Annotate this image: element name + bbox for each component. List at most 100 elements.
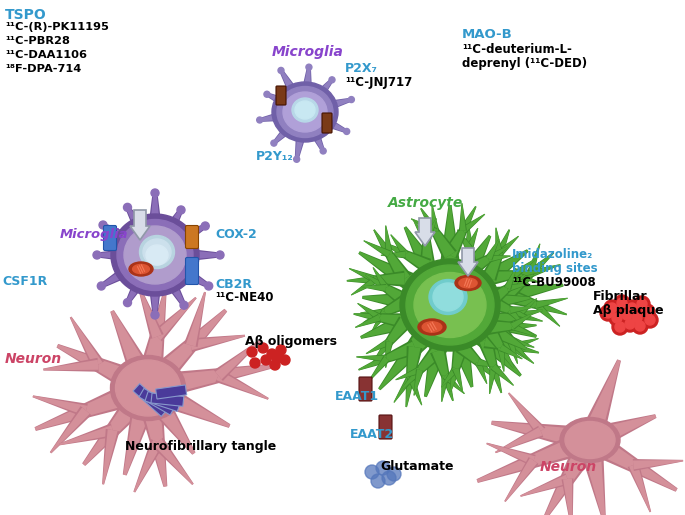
Circle shape [258,343,268,353]
Polygon shape [453,368,463,391]
Text: binding sites: binding sites [512,262,597,275]
Circle shape [151,189,159,197]
Polygon shape [447,284,564,321]
Polygon shape [110,310,161,394]
Polygon shape [526,244,540,275]
Circle shape [278,67,284,74]
Polygon shape [449,292,530,318]
Polygon shape [432,204,438,232]
Circle shape [627,303,637,313]
FancyBboxPatch shape [103,226,116,250]
Circle shape [629,310,645,326]
Circle shape [267,349,277,359]
Polygon shape [260,104,306,122]
Polygon shape [460,214,485,234]
Circle shape [635,321,645,331]
Polygon shape [373,267,388,289]
Text: MAO-B: MAO-B [462,28,513,41]
Circle shape [612,319,628,335]
Polygon shape [488,296,531,319]
Circle shape [349,97,354,102]
Circle shape [624,300,640,316]
Polygon shape [442,291,527,350]
Polygon shape [633,460,683,470]
Polygon shape [123,384,162,475]
Circle shape [257,117,263,123]
Circle shape [344,128,349,134]
Polygon shape [102,223,160,264]
Polygon shape [466,247,508,276]
Polygon shape [497,236,519,256]
Polygon shape [351,277,377,296]
Polygon shape [385,341,393,368]
Polygon shape [508,392,545,435]
Bar [139,388,175,415]
Polygon shape [482,229,510,281]
Polygon shape [70,317,104,368]
Circle shape [123,203,132,211]
Circle shape [123,299,132,306]
Polygon shape [295,111,311,160]
Polygon shape [504,287,567,315]
Polygon shape [484,333,539,353]
Polygon shape [139,382,195,454]
Polygon shape [366,339,390,354]
Polygon shape [430,349,453,401]
FancyBboxPatch shape [186,226,199,249]
Polygon shape [477,358,501,368]
Polygon shape [406,346,421,407]
Polygon shape [505,268,516,289]
Bar [145,391,180,411]
Ellipse shape [124,226,186,284]
Polygon shape [82,379,159,466]
Text: deprenyl (¹¹C-DED): deprenyl (¹¹C-DED) [462,57,587,70]
Polygon shape [420,208,457,259]
Polygon shape [297,67,313,113]
Polygon shape [434,205,466,305]
Polygon shape [512,259,536,278]
Polygon shape [477,428,595,483]
Polygon shape [190,335,245,352]
Circle shape [99,221,107,229]
Ellipse shape [422,322,442,332]
Polygon shape [425,302,462,397]
Polygon shape [381,251,406,258]
Polygon shape [137,386,167,487]
Polygon shape [216,371,269,400]
Polygon shape [362,285,386,291]
Polygon shape [424,218,436,243]
Polygon shape [355,314,381,328]
Polygon shape [146,364,276,402]
Ellipse shape [133,264,149,273]
Polygon shape [102,429,120,485]
Text: Aβ oligomers: Aβ oligomers [245,335,337,348]
Polygon shape [146,364,276,399]
Ellipse shape [406,265,494,345]
Polygon shape [147,193,162,255]
Bar [151,393,184,406]
Polygon shape [529,264,560,278]
Circle shape [270,360,280,370]
Polygon shape [434,301,473,387]
Polygon shape [461,214,485,233]
Polygon shape [488,319,536,335]
Text: COX-2: COX-2 [215,228,257,241]
FancyBboxPatch shape [379,415,392,439]
Polygon shape [466,228,478,250]
Polygon shape [491,365,514,386]
Circle shape [609,310,625,326]
Circle shape [306,64,312,70]
Polygon shape [436,235,491,313]
Text: CB2R: CB2R [215,278,252,291]
Polygon shape [479,338,502,393]
Circle shape [642,312,658,328]
Circle shape [201,222,209,230]
Polygon shape [353,313,406,329]
Polygon shape [34,375,153,431]
Polygon shape [475,361,487,384]
Polygon shape [464,227,476,270]
Polygon shape [358,251,458,319]
Circle shape [382,471,396,485]
Polygon shape [123,385,159,475]
Circle shape [180,301,188,309]
